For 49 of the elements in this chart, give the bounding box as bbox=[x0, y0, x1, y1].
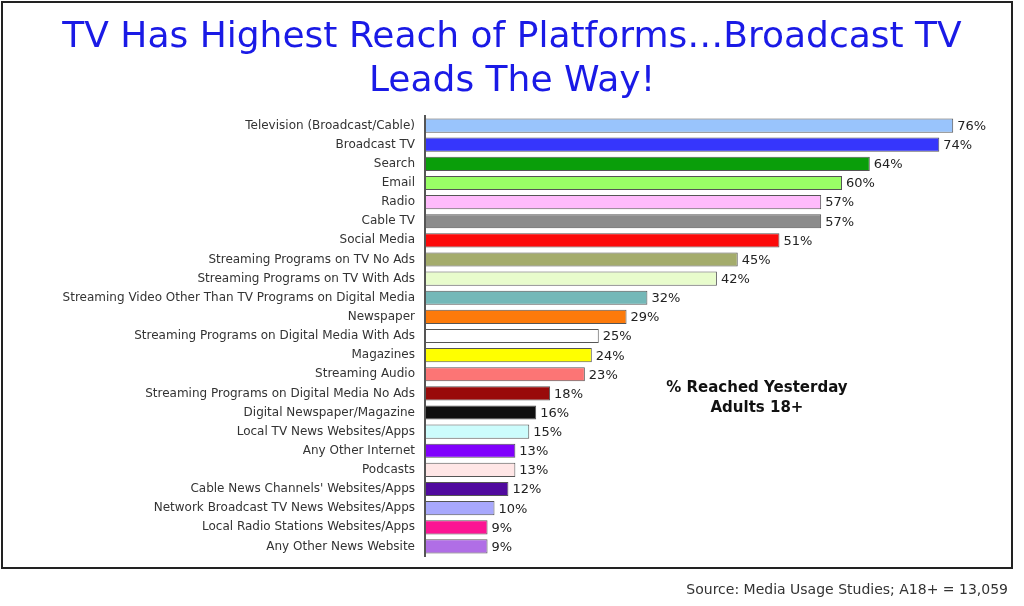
y-tick-label: Email bbox=[381, 175, 415, 190]
y-tick-label: Cable News Channels' Websites/Apps bbox=[190, 481, 415, 496]
data-label: 25% bbox=[602, 328, 632, 344]
y-tick-label: Search bbox=[373, 155, 415, 170]
y-tick-label: Any Other News Website bbox=[266, 538, 415, 553]
y-tick-label: Streaming Programs on TV No Ads bbox=[208, 251, 415, 266]
data-label: 16% bbox=[540, 404, 570, 420]
source-note: Source: Media Usage Studies; A18+ = 13,059 bbox=[686, 580, 1008, 597]
data-label: 9% bbox=[491, 519, 513, 535]
y-tick-label: Magazines bbox=[351, 347, 415, 362]
data-label: 60% bbox=[846, 175, 875, 191]
y-tick-label: Cable TV bbox=[361, 213, 416, 228]
data-label: 29% bbox=[630, 309, 660, 325]
data-label: 9% bbox=[491, 538, 513, 554]
y-tick-label: Streaming Audio bbox=[315, 366, 415, 381]
data-label: 23% bbox=[588, 366, 618, 382]
annotation: % Reached Yesterday Adults 18+ bbox=[666, 377, 848, 416]
y-tick-label: Television (Broadcast/Cable) bbox=[244, 117, 415, 132]
y-tick-label: Newspaper bbox=[347, 308, 416, 323]
data-label: 74% bbox=[943, 137, 973, 153]
y-tick-label: Digital Newspaper/Magazine bbox=[243, 404, 415, 419]
y-tick-label: Any Other Internet bbox=[302, 442, 416, 457]
data-label: 64% bbox=[873, 156, 903, 172]
y-tick-label: Network Broadcast TV News Websites/Apps bbox=[153, 500, 415, 515]
data-label: 42% bbox=[720, 270, 750, 286]
data-label: 57% bbox=[825, 194, 855, 210]
data-label: 57% bbox=[825, 213, 855, 229]
y-tick-label: Streaming Video Other Than TV Programs on Digital Media bbox=[62, 289, 415, 304]
data-label: 10% bbox=[498, 500, 528, 516]
data-label: 51% bbox=[783, 232, 813, 248]
data-label: 32% bbox=[651, 290, 681, 306]
y-tick-label: Local TV News Websites/Apps bbox=[236, 423, 415, 438]
data-label: 13% bbox=[519, 462, 549, 478]
y-tick-label: Podcasts bbox=[362, 462, 415, 477]
y-tick-label: Local Radio Stations Websites/Apps bbox=[201, 519, 415, 534]
y-tick-label: Broadcast TV bbox=[335, 136, 416, 151]
data-label: 15% bbox=[533, 424, 563, 440]
y-tick-label: Streaming Programs on Digital Media With Ads bbox=[134, 328, 415, 343]
y-tick-label: Social Media bbox=[339, 232, 415, 247]
data-label: 24% bbox=[595, 347, 625, 363]
y-tick-label: Radio bbox=[381, 194, 415, 209]
data-label: 13% bbox=[519, 443, 549, 459]
data-label: 12% bbox=[512, 481, 542, 497]
data-label: 18% bbox=[554, 385, 584, 401]
data-label: 45% bbox=[741, 251, 771, 267]
data-label: 76% bbox=[957, 117, 987, 133]
y-tick-label: Streaming Programs on TV With Ads bbox=[197, 270, 415, 285]
chart-title: TV Has Highest Reach of Platforms…Broadcast TV Leads The Way! bbox=[61, 14, 963, 100]
y-tick-label: Streaming Programs on Digital Media No Ads bbox=[145, 385, 415, 400]
